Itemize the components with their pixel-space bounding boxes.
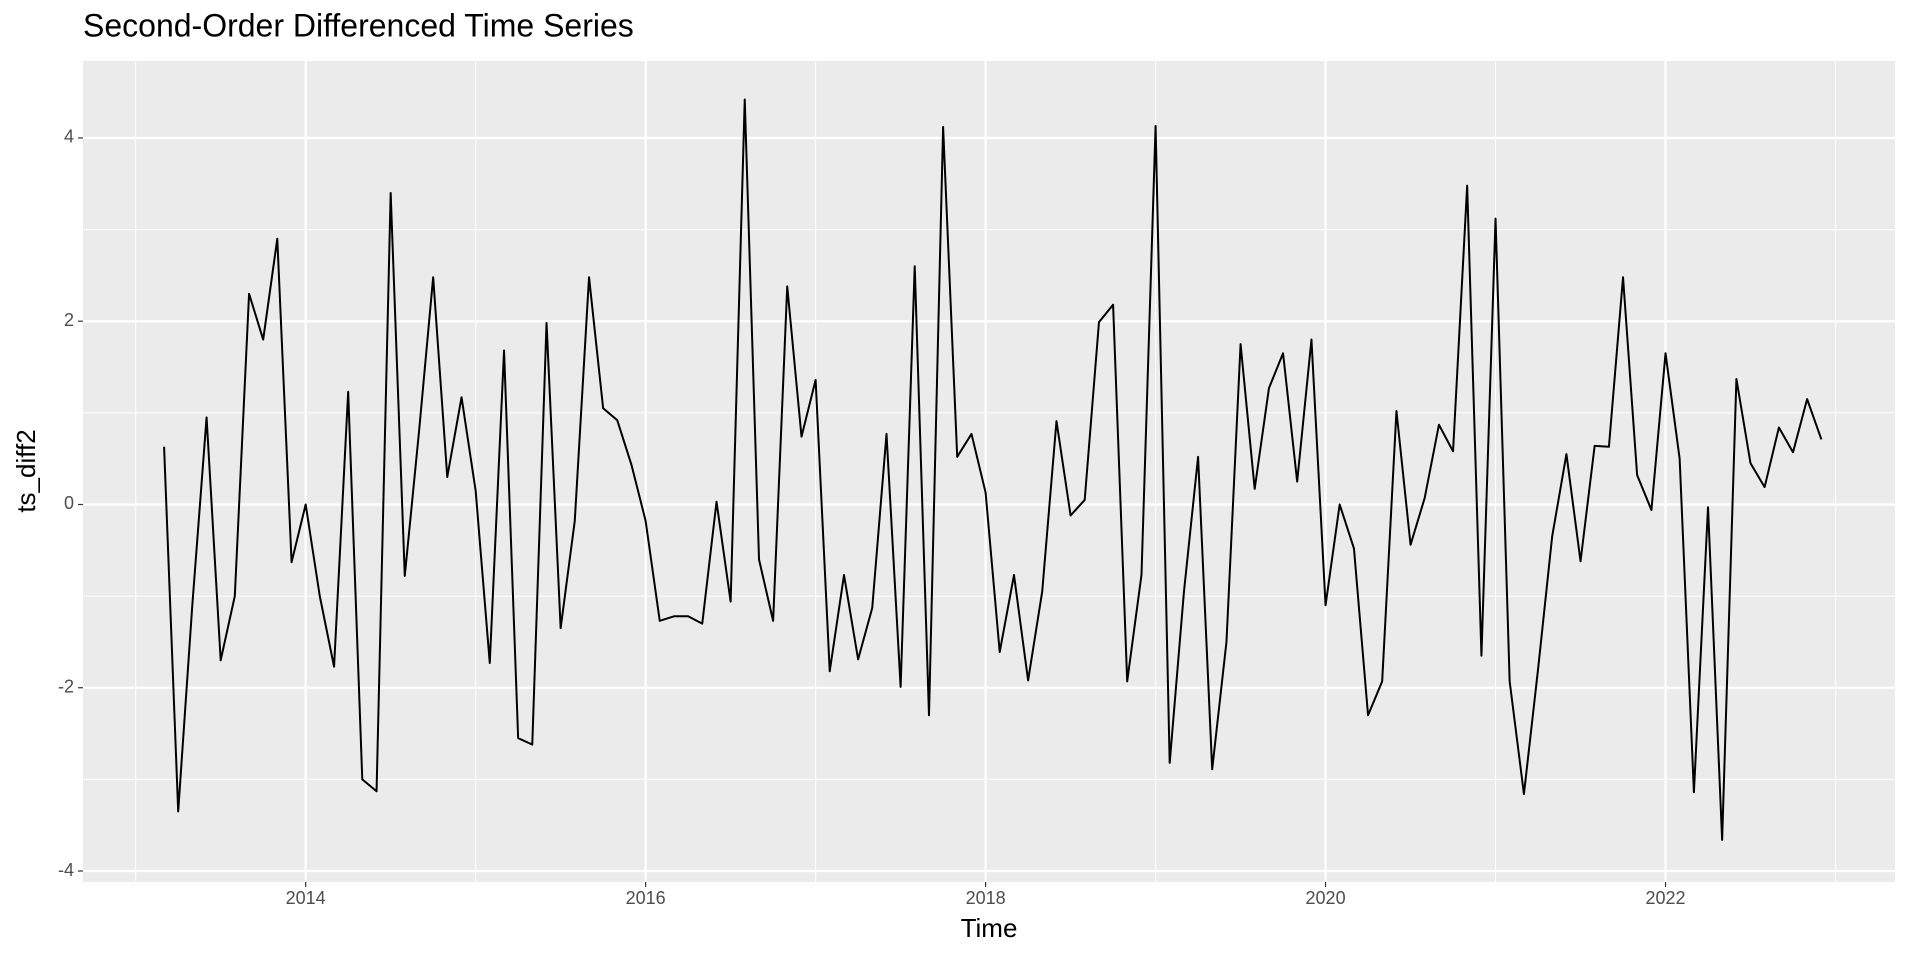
- x-tick-label: 2018: [966, 888, 1006, 908]
- x-tick-label: 2022: [1646, 888, 1686, 908]
- y-tick-label: 4: [64, 127, 74, 147]
- y-tick-label: -2: [58, 676, 74, 696]
- series-line: [163, 98, 1823, 841]
- y-axis-title: ts_diff2: [11, 429, 41, 512]
- chart-title: Second-Order Differenced Time Series: [83, 7, 634, 43]
- x-axis-title: Time: [961, 913, 1018, 943]
- x-tick-label: 2020: [1306, 888, 1346, 908]
- x-tick-label: 2016: [626, 888, 666, 908]
- y-tick-label: -4: [58, 860, 74, 880]
- x-tick-label: 2014: [286, 888, 326, 908]
- y-tick-label: 2: [64, 310, 74, 330]
- panel: [83, 61, 1895, 882]
- y-tick-label: 0: [64, 493, 74, 513]
